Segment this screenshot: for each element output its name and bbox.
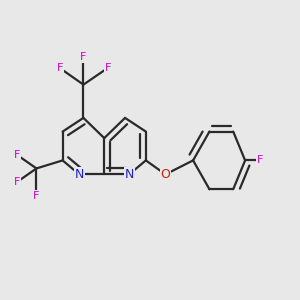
Text: F: F (257, 155, 263, 165)
Text: F: F (105, 63, 111, 73)
Text: F: F (14, 177, 20, 187)
Text: F: F (14, 150, 20, 160)
Text: F: F (80, 52, 87, 62)
Text: O: O (160, 168, 170, 181)
Text: F: F (56, 63, 63, 73)
Text: N: N (75, 168, 84, 181)
Text: N: N (124, 168, 134, 181)
Text: F: F (33, 191, 40, 201)
